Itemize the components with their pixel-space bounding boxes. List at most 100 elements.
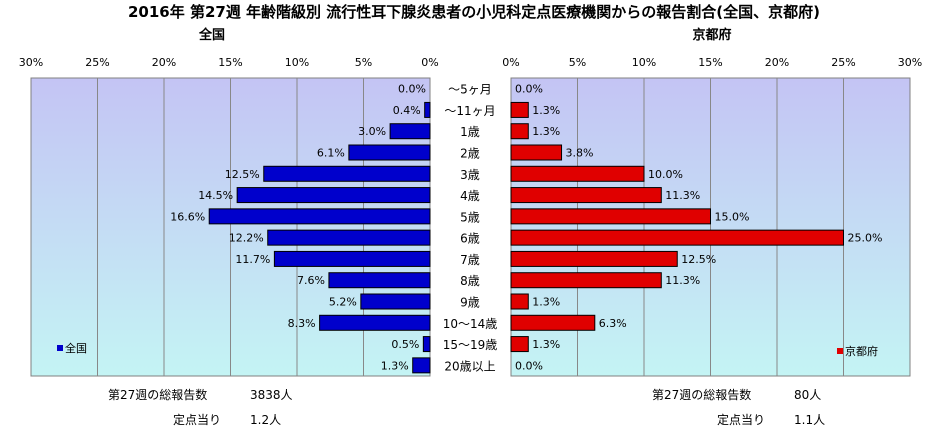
category-label: 7歳 — [460, 253, 480, 267]
bar — [422, 336, 431, 353]
x-tick-label: 10% — [632, 56, 656, 69]
data-label: 1.3% — [532, 125, 560, 138]
legend-label-national: 全国 — [65, 341, 87, 355]
footer-right-per-value: 1.1人 — [794, 413, 826, 427]
category-label: 10～14歳 — [443, 317, 498, 331]
category-label: ～5ヶ月 — [448, 83, 492, 97]
x-tick-label: 20% — [765, 56, 789, 69]
bar — [319, 314, 431, 331]
data-label: 8.3% — [288, 317, 316, 330]
footer-left-total-value: 3838人 — [250, 388, 293, 402]
data-label: 16.6% — [170, 210, 205, 223]
data-label: 0.0% — [398, 83, 426, 96]
data-label: 11.3% — [665, 274, 700, 287]
data-label: 12.5% — [225, 168, 260, 181]
x-tick-label: 30% — [19, 56, 43, 69]
bar — [348, 144, 431, 161]
chart-title: 2016年 第27週 年齢階級別 流行性耳下腺炎患者の小児科定点医療機関からの報… — [128, 3, 820, 21]
data-label: 12.5% — [681, 253, 716, 266]
bar — [328, 272, 431, 289]
x-tick-label: 25% — [85, 56, 109, 69]
x-tick-label: 15% — [698, 56, 722, 69]
data-label: 25.0% — [848, 232, 883, 245]
data-label: 15.0% — [715, 210, 750, 223]
legend-kyoto: 京都府 — [837, 344, 878, 358]
category-label: 3歳 — [460, 168, 480, 182]
bar — [412, 357, 431, 374]
legend-national: 全国 — [57, 341, 87, 355]
footer-left-per-value: 1.2人 — [250, 413, 282, 427]
category-label: 5歳 — [460, 210, 480, 224]
data-label: 0.0% — [515, 359, 543, 372]
data-label: 3.8% — [566, 147, 594, 160]
footer-right-total-value: 80人 — [794, 388, 822, 402]
bar — [263, 165, 431, 182]
bar — [424, 101, 431, 118]
data-label: 0.5% — [391, 338, 419, 351]
bar — [360, 293, 431, 310]
bar — [510, 165, 645, 182]
bar — [236, 187, 431, 204]
bar — [510, 144, 563, 161]
bar — [510, 250, 678, 267]
bar — [510, 336, 529, 353]
bar — [510, 272, 662, 289]
x-tick-label: 0% — [502, 56, 519, 69]
data-label: 5.2% — [329, 296, 357, 309]
bar — [510, 293, 529, 310]
category-label: ～11ヶ月 — [444, 104, 495, 118]
legend-swatch-kyoto — [837, 348, 843, 354]
x-tick-label: 5% — [569, 56, 586, 69]
bar — [510, 101, 529, 118]
legend-label-kyoto: 京都府 — [845, 344, 878, 358]
data-label: 0.4% — [393, 104, 421, 117]
data-label: 6.3% — [599, 317, 627, 330]
footer-right-per-label: 定点当り — [717, 413, 766, 427]
category-label: 8歳 — [460, 274, 480, 288]
data-label: 12.2% — [229, 232, 264, 245]
category-label: 4歳 — [460, 189, 480, 203]
category-label: 1歳 — [460, 125, 480, 139]
x-tick-label: 5% — [355, 56, 372, 69]
bar — [510, 229, 844, 246]
footer-right-total-label: 第27週の総報告数 — [652, 388, 752, 402]
x-tick-label: 25% — [831, 56, 855, 69]
bar — [208, 208, 431, 225]
bar — [510, 187, 662, 204]
national-panel: 0% 5% 10% 15% 20% 25% 30% 0.0% 0.4% 3.0% 6.1% 12.5%… — [19, 56, 439, 377]
data-label: 11.7% — [235, 253, 270, 266]
bar — [510, 123, 529, 140]
data-label: 0.0% — [515, 83, 543, 96]
data-label: 1.3% — [381, 359, 409, 372]
data-label: 1.3% — [532, 296, 560, 309]
data-label: 14.5% — [198, 189, 233, 202]
data-label: 1.3% — [532, 104, 560, 117]
data-label: 1.3% — [532, 338, 560, 351]
bar — [389, 123, 431, 140]
bar — [267, 229, 431, 246]
footer-left-per-label: 定点当り — [173, 413, 222, 427]
data-label: 6.1% — [317, 147, 345, 160]
category-label: 2歳 — [460, 147, 480, 161]
category-label: 6歳 — [460, 232, 480, 246]
age-group-labels: ～5ヶ月 ～11ヶ月 1歳 2歳 3歳 4歳 5歳 6歳 7歳 8歳 9歳 10～14歳 15～19歳 2… — [443, 83, 498, 374]
x-tick-label: 15% — [218, 56, 242, 69]
footer-left-total-label: 第27週の総報告数 — [108, 388, 208, 402]
data-label: 10.0% — [648, 168, 683, 181]
x-tick-label: 10% — [285, 56, 309, 69]
x-tick-label: 20% — [152, 56, 176, 69]
bar — [510, 208, 711, 225]
category-label: 9歳 — [460, 296, 480, 310]
data-label: 11.3% — [665, 189, 700, 202]
x-tick-label: 30% — [898, 56, 922, 69]
panel-title-kyoto: 京都府 — [692, 27, 731, 43]
kyoto-panel: 0% 5% 10% 15% 20% 25% 30% 0.0% 1.3% 1.3% 3.8% 10.0%… — [502, 56, 922, 377]
data-label: 7.6% — [297, 274, 325, 287]
panel-title-national: 全国 — [198, 27, 225, 43]
x-tick-label: 0% — [421, 56, 438, 69]
bar — [273, 250, 431, 267]
legend-swatch-national — [57, 345, 63, 351]
bar — [510, 314, 596, 331]
category-label: 15～19歳 — [443, 338, 498, 352]
